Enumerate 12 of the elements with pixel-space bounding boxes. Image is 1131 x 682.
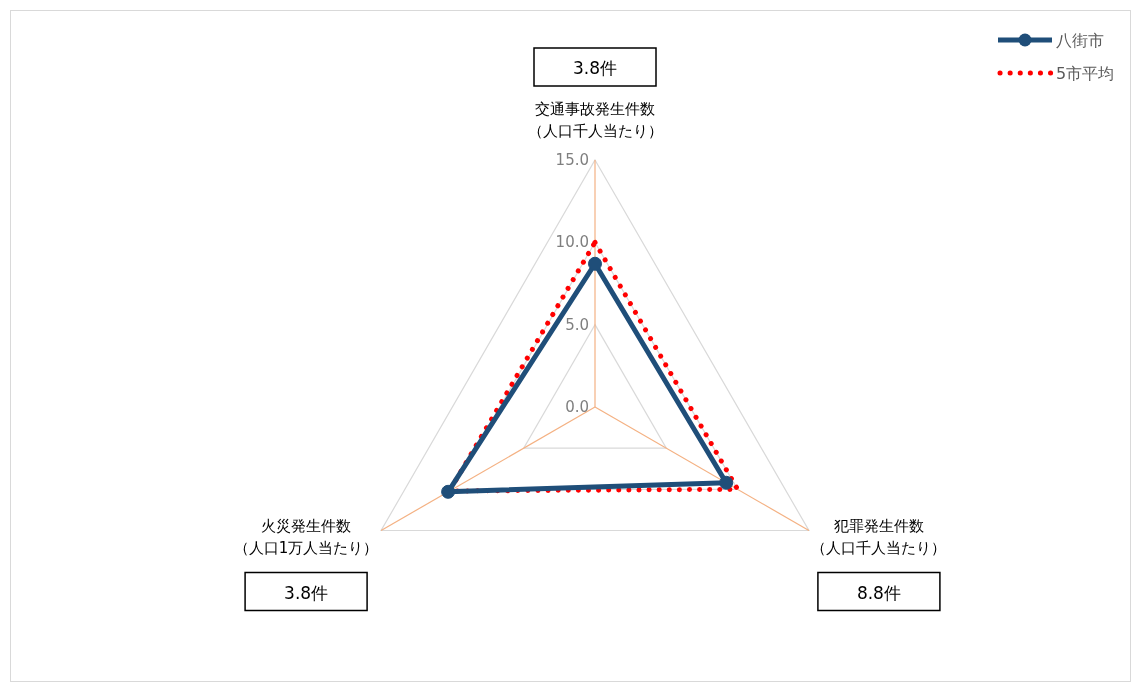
text: 3.8件 [284,582,329,603]
spoke-label: 交通事故発生件数（人口千人当たり） [527,100,663,140]
text: 3.8件 [572,58,618,78]
spoke-label: 犯罪発生件数（人口千人当たり） [811,516,947,557]
y-tick-label: 5.0 [565,315,589,334]
y-tick-label: 10.0 [555,233,589,252]
text: 8.8件 [856,582,901,603]
legend-label: 5市平均 [1056,64,1115,83]
y-tick-label: 0.0 [565,398,589,416]
y-tick-label: 15.0 [555,151,589,169]
spoke-label: 火災発生件数（人口1万人当たり） [233,516,379,557]
legend-label: 八街市 [1056,31,1104,50]
